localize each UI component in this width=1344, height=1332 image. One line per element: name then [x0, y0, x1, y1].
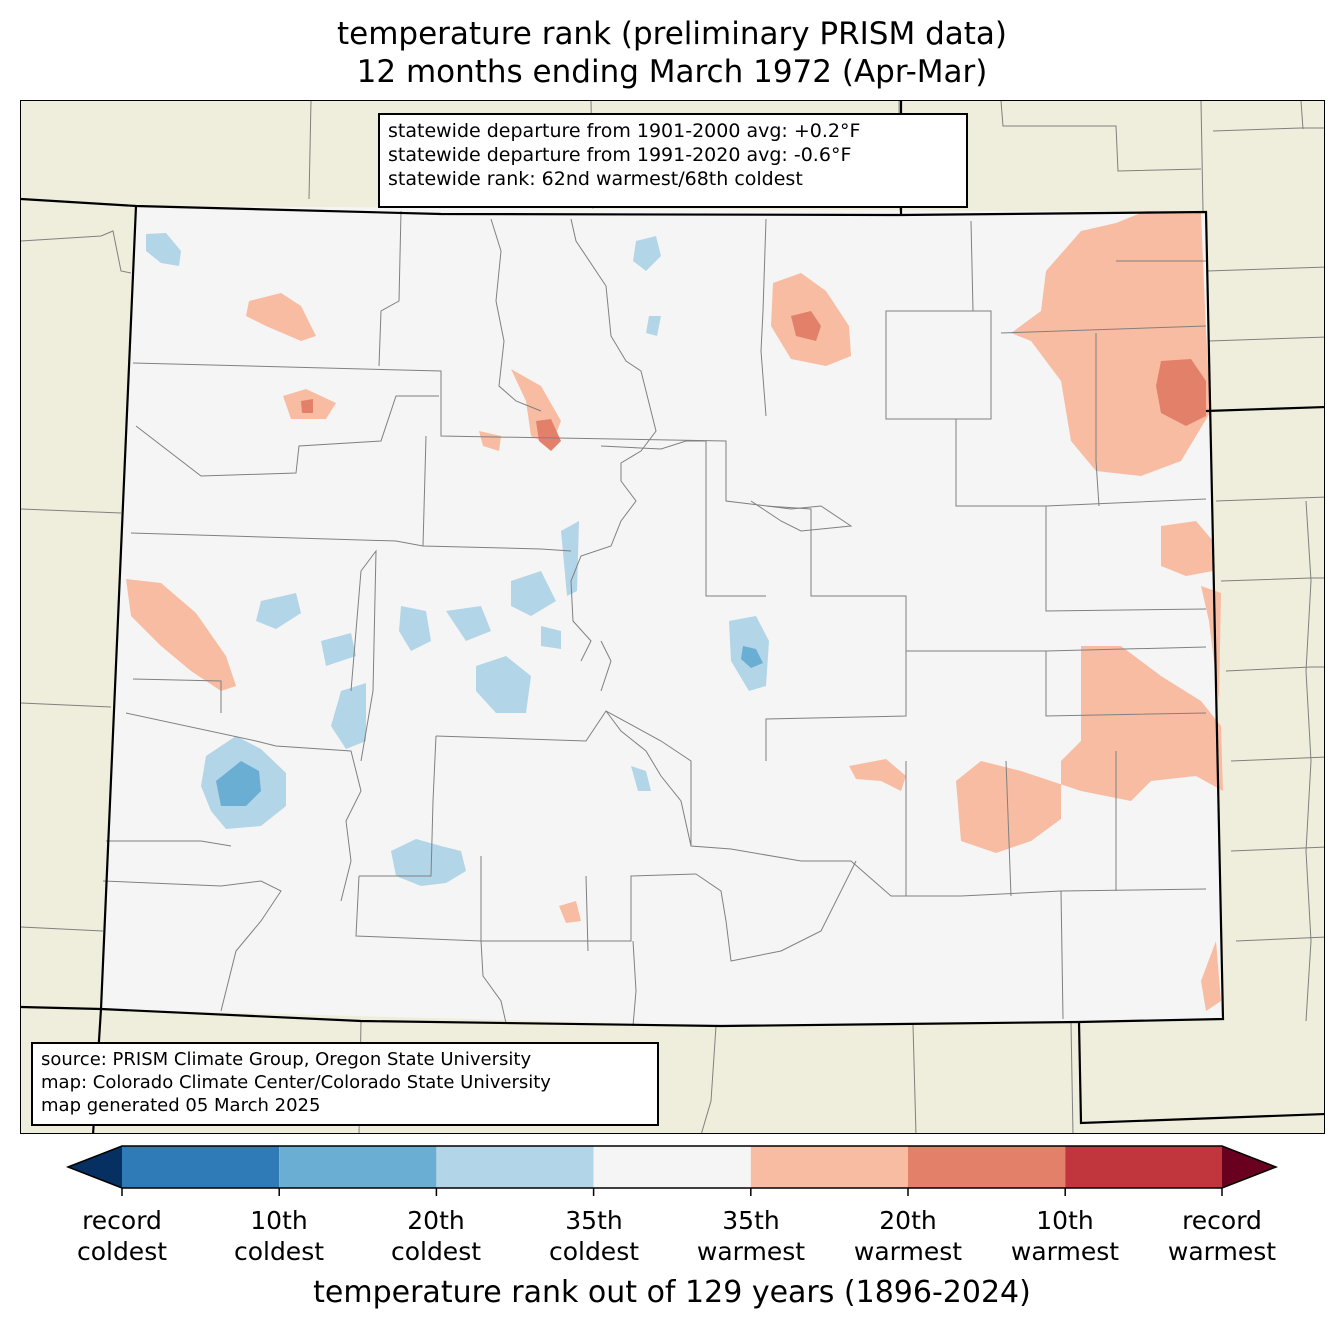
- stats-line-1901-2000: statewide departure from 1901-2000 avg: …: [388, 120, 861, 142]
- stats-line-1991-2020: statewide departure from 1991-2020 avg: …: [388, 144, 852, 166]
- colorbar-segment-10th-to-record-warmest: [1065, 1146, 1222, 1188]
- colorbar-extend-cold: [68, 1146, 122, 1188]
- map-credit-line: map: Colorado Climate Center/Colorado St…: [41, 1072, 551, 1093]
- colorbar-tick-label: 20th coldest: [390, 1206, 482, 1266]
- neighbor-county-lines: [21, 101, 1324, 1133]
- map-subtitle: 12 months ending March 1972 (Apr-Mar): [356, 54, 988, 90]
- map-canvas: [21, 101, 1324, 1133]
- colorbar-segment-35th-to-20th-warmest: [750, 1146, 908, 1188]
- colorbar-tick-label: record coldest: [76, 1206, 168, 1266]
- colorbar-tick-label: 20th warmest: [853, 1206, 963, 1266]
- colorbar-segment-record-to-10th-coldest: [122, 1146, 280, 1188]
- colorado-state-fill: [101, 206, 1223, 1026]
- colorbar-tick-label: 10th coldest: [233, 1206, 325, 1266]
- cool-anomaly-cores: [216, 646, 763, 806]
- statewide-stats-box: statewide departure from 1901-2000 avg: …: [378, 113, 968, 208]
- colorbar-tick-label: 35th warmest: [696, 1206, 806, 1266]
- map-title: temperature rank (preliminary PRISM data…: [336, 16, 1007, 52]
- colorbar-ticks: [121, 1188, 1223, 1196]
- colorbar-segment-20th-to-35th-coldest: [436, 1146, 594, 1188]
- source-line: source: PRISM Climate Group, Oregon Stat…: [41, 1049, 532, 1070]
- colorbar-tick-label: 35th coldest: [548, 1206, 640, 1266]
- colorbar-tick-label: record warmest: [1167, 1206, 1277, 1266]
- generated-date-line: map generated 05 March 2025: [41, 1095, 321, 1116]
- source-credit-box: source: PRISM Climate Group, Oregon Stat…: [31, 1042, 659, 1126]
- colorado-map: [20, 100, 1325, 1134]
- colorbar-segment-20th-to-10th-warmest: [908, 1146, 1066, 1188]
- colorbar-extend-warm: [1222, 1146, 1276, 1188]
- stats-line-rank: statewide rank: 62nd warmest/68th coldes…: [388, 168, 803, 190]
- warm-anomaly-cores: [301, 311, 1206, 451]
- colorbar-segment-10th-to-20th-coldest: [279, 1146, 437, 1188]
- colorbar-title: temperature rank out of 129 years (1896-…: [313, 1275, 1031, 1310]
- colorbar: [65, 1145, 1279, 1196]
- colorbar-tick-label: 10th warmest: [1010, 1206, 1120, 1266]
- colorbar-segment-near-normal: [593, 1146, 751, 1188]
- county-lines: [102, 210, 1207, 1027]
